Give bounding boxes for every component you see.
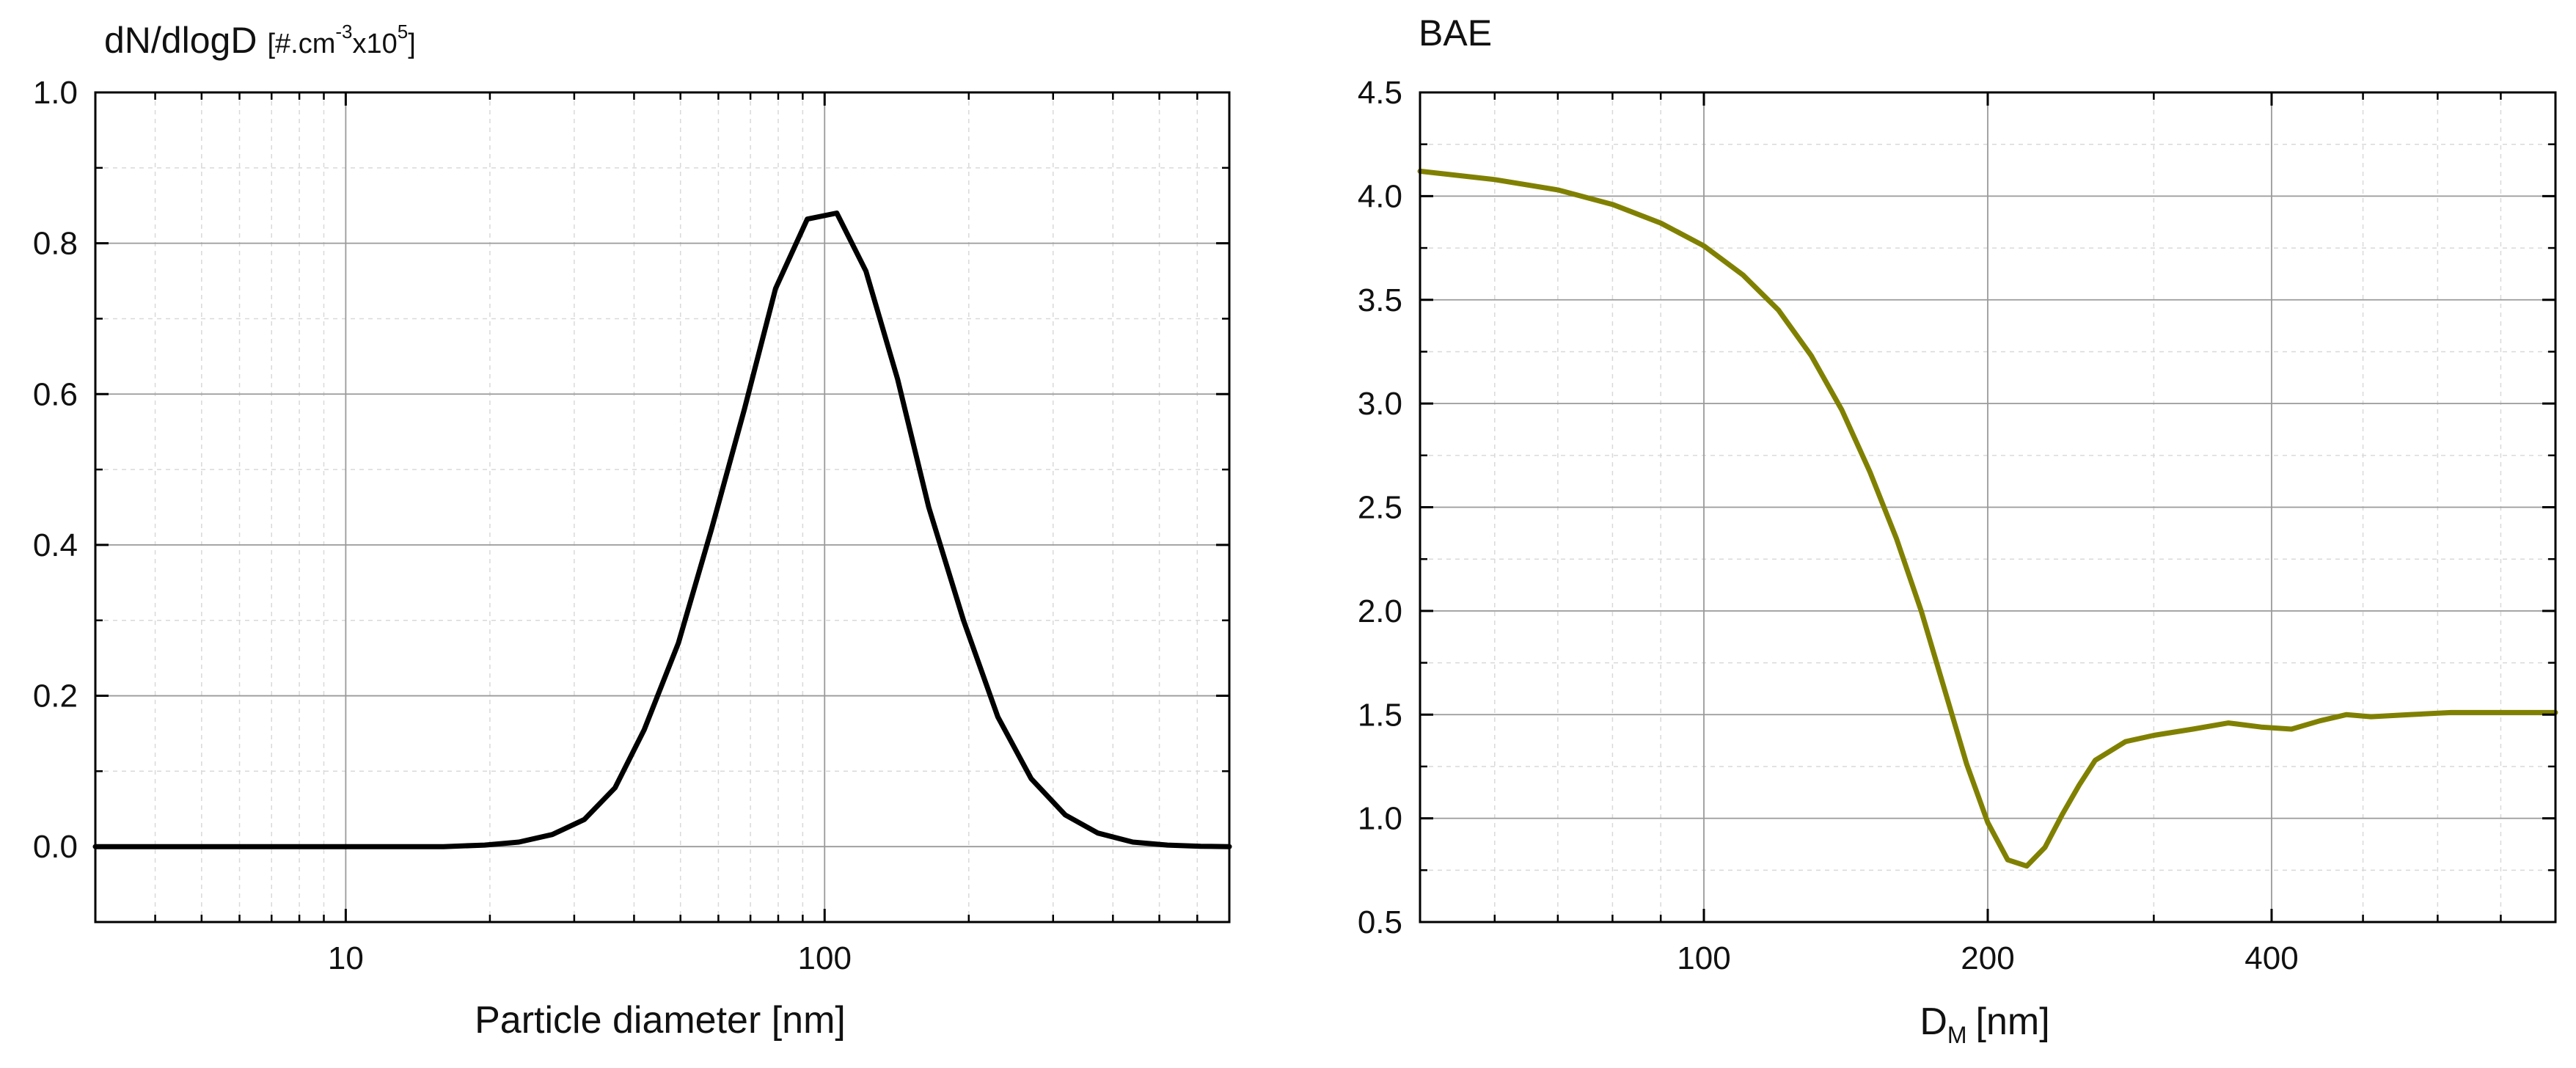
y-tick-label: 0.4	[33, 527, 78, 563]
size-distribution-chart: 10 100 0.0 0.2 0.4 0.6 0.8 1.0 dN/dlogD [#.cm-3x…	[33, 20, 1232, 1042]
y-tick-label: 0.0	[33, 829, 78, 865]
series-line-bae	[1417, 168, 2558, 869]
bae-tick-marks	[1420, 91, 2555, 923]
size-distribution-plot-frame	[94, 91, 1231, 923]
x-tick-label: 200	[1961, 940, 2014, 976]
y-tick-label: 2.0	[1358, 593, 1402, 629]
size-distribution-tick-marks	[95, 91, 1229, 922]
y-tick-label: 2.5	[1358, 490, 1402, 526]
x-tick-label: 100	[1677, 940, 1730, 976]
y-tick-label: 3.5	[1358, 282, 1402, 318]
size-distribution-y-axis-title: dN/dlogD [#.cm-3x105]	[104, 20, 416, 61]
y-tick-label: 0.8	[33, 226, 78, 262]
y-tick-label: 4.5	[1358, 75, 1402, 111]
size-distribution-series	[92, 211, 1232, 849]
bae-x-axis-title: DM [nm]	[1920, 1001, 2049, 1048]
x-tick-label: 400	[2244, 940, 2298, 976]
y-tick-label: 0.6	[33, 376, 78, 412]
size-distribution-tick-labels: 10 100 0.0 0.2 0.4 0.6 0.8 1.0	[33, 75, 852, 976]
series-line-size-distribution	[92, 211, 1232, 849]
bae-chart: 100 200 400 0.5 1.0 1.5 2.0 2.5 3.0 3.5 4.0 4.5 BAE…	[1358, 12, 2558, 1048]
x-tick-label: 10	[328, 940, 364, 976]
y-tick-label: 0.2	[33, 679, 78, 714]
y-tick-label: 1.0	[33, 75, 78, 111]
size-distribution-x-axis-title: Particle diameter [nm]	[475, 999, 846, 1042]
y-tick-label: 4.0	[1358, 178, 1402, 214]
x-tick-label: 100	[798, 940, 852, 976]
bae-tick-labels: 100 200 400 0.5 1.0 1.5 2.0 2.5 3.0 3.5 4.0 4.5	[1358, 75, 2299, 976]
y-tick-label: 0.5	[1358, 904, 1402, 940]
y-tick-label: 1.0	[1358, 801, 1402, 837]
y-tick-label: 1.5	[1358, 697, 1402, 733]
bae-y-axis-title: BAE	[1419, 12, 1492, 54]
bae-series	[1417, 168, 2558, 869]
y-tick-label: 3.0	[1358, 386, 1402, 422]
